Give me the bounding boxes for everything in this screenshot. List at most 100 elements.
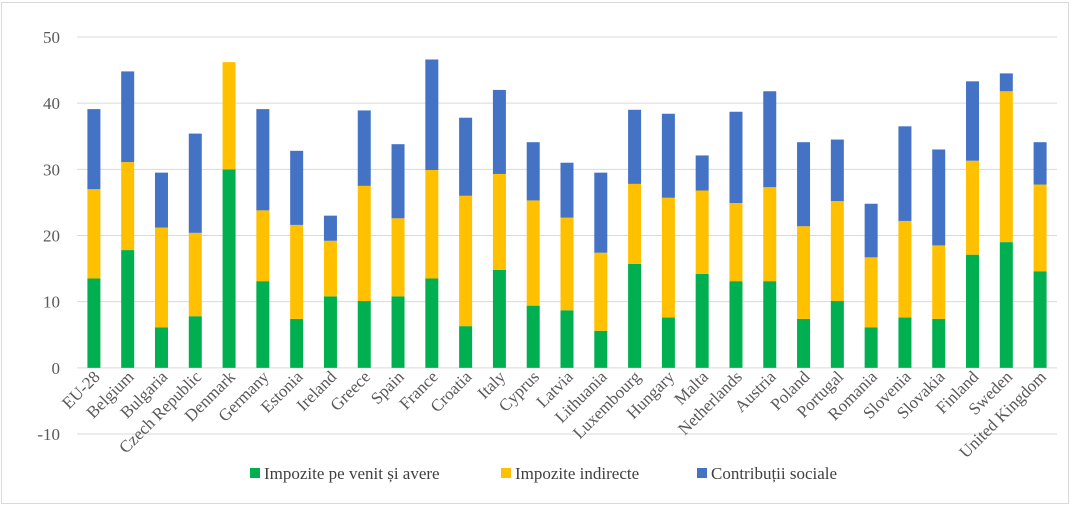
bar-segment-social xyxy=(898,126,912,221)
bar-segment-income xyxy=(932,318,946,368)
y-tick-label: 30 xyxy=(43,160,60,179)
bar-segment-income xyxy=(797,318,811,368)
bar-segment-indirect xyxy=(695,190,709,274)
bar-segment-indirect xyxy=(898,220,912,318)
bar-segment-social xyxy=(628,109,642,184)
y-tick-label: 0 xyxy=(52,359,61,378)
bar-segment-indirect xyxy=(459,195,473,327)
bar-segment-indirect xyxy=(830,201,844,301)
bar-segment-indirect xyxy=(188,232,202,317)
bar-segment-income xyxy=(864,327,878,368)
bar-segment-income xyxy=(425,278,439,368)
bar-segment-social xyxy=(459,117,473,196)
bar-segment-income xyxy=(256,281,270,368)
bar-segment-indirect xyxy=(222,62,236,170)
bar-segment-social xyxy=(87,109,101,190)
bar-segment-income xyxy=(830,301,844,368)
bar-segment-income xyxy=(628,263,642,368)
bar-segment-indirect xyxy=(290,224,304,319)
bar-segment-indirect xyxy=(87,189,101,279)
bar-segment-indirect xyxy=(391,218,405,297)
bar-segment-income xyxy=(1033,271,1047,368)
bar-segment-indirect xyxy=(323,240,337,297)
legend-label: Impozite indirecte xyxy=(515,464,639,483)
bar-segment-indirect xyxy=(594,252,608,331)
bar-segment-social xyxy=(357,110,371,186)
bar-segment-income xyxy=(999,242,1013,368)
bars xyxy=(87,59,1047,368)
bar-segment-social xyxy=(695,155,709,191)
bar-segment-social xyxy=(391,144,405,219)
bar-segment-indirect xyxy=(999,91,1013,243)
legend-swatch xyxy=(697,468,707,478)
bar-segment-indirect xyxy=(966,160,980,255)
legend-label: Impozite pe venit și avere xyxy=(264,464,440,483)
bar-segment-income xyxy=(898,317,912,368)
y-tick-label: -10 xyxy=(37,425,60,444)
bar-segment-social xyxy=(256,109,270,211)
bar-segment-indirect xyxy=(628,183,642,264)
bar-segment-income xyxy=(695,273,709,368)
bar-segment-income xyxy=(560,310,574,368)
bar-segment-income xyxy=(661,317,675,368)
bar-segment-social xyxy=(830,139,844,202)
bar-segment-income xyxy=(290,318,304,368)
bar-segment-indirect xyxy=(425,170,439,279)
y-tick-label: 20 xyxy=(43,227,60,246)
bar-segment-income xyxy=(763,281,777,368)
bar-segment-indirect xyxy=(560,217,574,311)
legend: Impozite pe venit și avere Impozite indir… xyxy=(250,464,837,483)
bar-segment-social xyxy=(188,133,202,233)
bar-segment-income xyxy=(357,301,371,368)
bar-segment-indirect xyxy=(661,197,675,318)
legend-swatch xyxy=(250,468,260,478)
bar-segment-social xyxy=(864,203,878,258)
bar-segment-social xyxy=(560,162,574,218)
bar-segment-social xyxy=(763,91,777,188)
bar-segment-income xyxy=(87,278,101,368)
bar-segment-social xyxy=(492,89,506,174)
bar-segment-social xyxy=(526,142,540,201)
bar-segment-social xyxy=(999,73,1013,92)
bar-segment-indirect xyxy=(121,162,135,251)
bar-segment-social xyxy=(661,113,675,198)
bar-segment-indirect xyxy=(526,200,540,306)
bar-segment-social xyxy=(121,71,135,163)
bar-segment-indirect xyxy=(763,187,777,282)
legend-label: Contribuții sociale xyxy=(711,464,837,483)
bar-segment-income xyxy=(729,281,743,368)
bar-segment-income xyxy=(594,330,608,368)
bar-segment-indirect xyxy=(729,203,743,282)
y-axis-ticks: -10 0 10 20 30 40 50 xyxy=(37,28,60,444)
bar-segment-social xyxy=(290,150,304,225)
bar-segment-indirect xyxy=(357,185,371,302)
bar-segment-social xyxy=(932,149,946,246)
bar-segment-indirect xyxy=(256,210,270,282)
bar-segment-social xyxy=(154,172,168,228)
bar-segment-income xyxy=(966,254,980,368)
bar-segment-social xyxy=(966,81,980,161)
bar-segment-income xyxy=(459,326,473,368)
bar-segment-income xyxy=(121,250,135,368)
bar-segment-indirect xyxy=(154,227,168,328)
bar-segment-income xyxy=(526,305,540,368)
y-tick-label: 40 xyxy=(43,94,60,113)
bar-segment-social xyxy=(425,59,439,170)
bar-segment-social xyxy=(594,172,608,253)
y-tick-label: 50 xyxy=(43,28,60,47)
bar-segment-indirect xyxy=(1033,184,1047,272)
bar-segment-social xyxy=(797,142,811,227)
bar-segment-indirect xyxy=(492,173,506,270)
bar-segment-social xyxy=(1033,142,1047,185)
bar-segment-income xyxy=(323,296,337,368)
bar-segment-income xyxy=(222,169,236,368)
legend-swatch xyxy=(501,468,511,478)
bar-segment-indirect xyxy=(932,245,946,319)
bar-segment-income xyxy=(391,296,405,368)
bar-segment-income xyxy=(154,327,168,368)
bar-segment-income xyxy=(492,269,506,368)
y-tick-label: 10 xyxy=(43,293,60,312)
bar-segment-social xyxy=(323,215,337,241)
